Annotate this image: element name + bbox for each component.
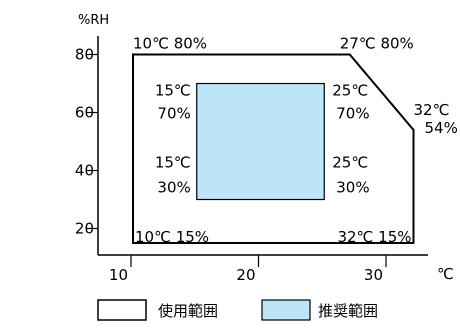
y-tick-label: 80 (75, 46, 94, 64)
usage-point-label: 27℃ 80% (340, 35, 414, 53)
y-tick-label: 20 (75, 220, 94, 238)
x-tick-label: 30 (364, 266, 383, 284)
recommended-point-label: 15℃ (155, 82, 191, 100)
legend-label-recommended: 推奨範囲 (318, 302, 378, 320)
recommended-point-label: 30% (157, 179, 190, 197)
recommended-point-label: 30% (336, 179, 369, 197)
y-tick-label: 40 (75, 162, 94, 180)
x-tick-label: 10 (109, 266, 128, 284)
axis-ticks: 80 60 40 20 10 20 30 (75, 46, 387, 284)
legend: 使用範囲 推奨範囲 (97, 299, 378, 321)
recommended-range-area (196, 82, 325, 201)
legend-swatch-usage (97, 299, 147, 321)
recommended-point-label: 70% (157, 105, 190, 123)
usage-point-label: 32℃ 15% (337, 228, 411, 246)
legend-swatch-recommended (261, 299, 311, 321)
x-tick-label: 20 (236, 266, 255, 284)
recommended-point-label: 25℃ (332, 154, 368, 172)
recommended-point-label: 70% (336, 105, 369, 123)
x-axis-unit: ℃ (437, 265, 454, 283)
recommended-point-label: 15℃ (155, 154, 191, 172)
usage-point-label: 10℃ 80% (133, 35, 207, 53)
recommended-point-label: 25℃ (332, 82, 368, 100)
legend-label-usage: 使用範囲 (158, 302, 218, 320)
y-tick-label: 60 (75, 104, 94, 122)
usage-point-label: 54% (425, 119, 458, 137)
usage-point-label: 32℃ (414, 101, 450, 119)
usage-point-label: 10℃ 15% (135, 228, 209, 246)
point-labels: 10℃ 80% 27℃ 80% 32℃54% 10℃ 15% 32℃ 15% 15℃ 70%… (133, 35, 458, 247)
y-axis-unit: %RH (78, 13, 109, 28)
